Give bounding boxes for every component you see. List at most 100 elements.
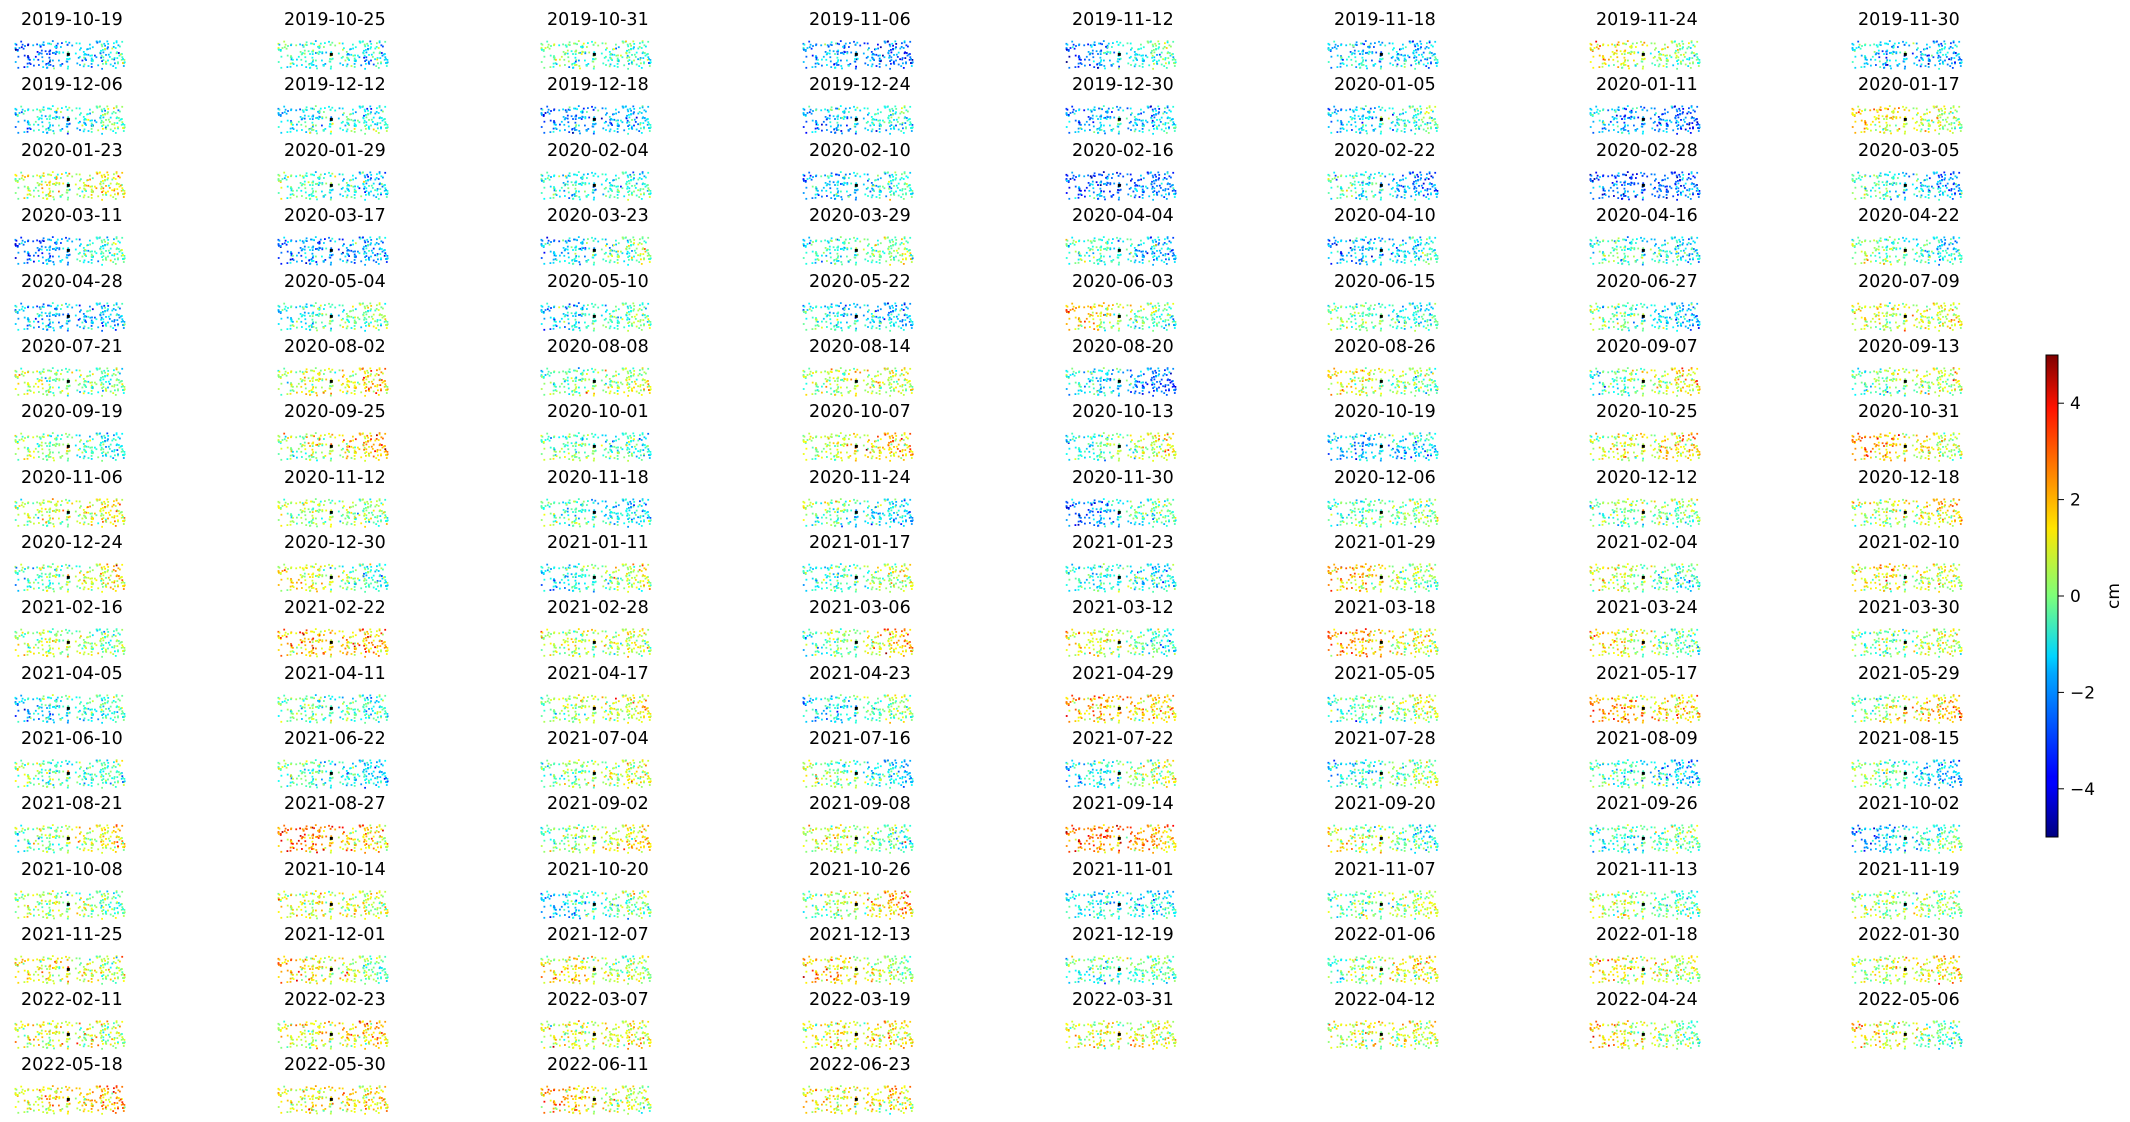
data-point [1608,59,1610,61]
data-point [1334,46,1336,48]
data-point [1363,64,1365,66]
data-point [28,122,30,124]
data-point [1162,58,1164,60]
data-point [620,120,622,122]
data-point [23,113,25,115]
data-point [1151,50,1153,52]
panel-2019-12-12: 2019-12-12 [278,75,389,135]
data-point [1133,125,1135,127]
data-point [895,108,897,110]
data-point [559,130,561,132]
data-point [889,44,891,46]
data-point [1370,108,1372,110]
data-point [896,54,898,56]
data-point [324,42,326,44]
data-point [83,65,85,67]
data-point [1892,51,1894,53]
data-point [92,46,94,48]
data-point [1143,60,1145,62]
data-point [1590,49,1592,51]
data-point [871,116,873,118]
data-point [569,106,571,108]
data-point [1131,47,1133,49]
data-point [287,55,289,57]
data-point [1426,124,1428,126]
data-point [1374,42,1376,44]
data-point [1858,46,1860,48]
data-point [1404,63,1406,65]
data-point [543,49,545,51]
data-point [1359,132,1361,134]
data-point [92,60,94,62]
data-point [1130,108,1132,110]
data-point [1684,121,1686,123]
data-point [76,42,78,44]
data-point [1337,45,1339,47]
data-point [305,61,307,63]
data-point [1398,124,1400,126]
data-point [1413,53,1415,55]
data-point [627,68,629,70]
data-point [1370,43,1372,45]
data-point [642,52,644,54]
data-point [1148,64,1150,66]
data-point [304,121,306,123]
data-point [79,108,81,110]
data-point [1389,63,1391,65]
data-point [1354,50,1356,52]
data-point [296,124,298,126]
data-point [1398,59,1400,61]
data-point [871,51,873,53]
data-point [610,64,612,66]
data-point [290,131,292,133]
data-point [553,109,555,111]
data-point [1418,54,1420,56]
data-point [562,109,564,111]
data-point [1163,130,1165,132]
data-point [648,123,650,125]
data-point [1389,128,1391,130]
data-point [1371,52,1373,54]
data-point [27,66,29,68]
data-point [1104,117,1106,119]
data-point [76,107,78,109]
data-point [806,56,808,58]
data-point [1898,42,1900,44]
data-point [880,60,882,62]
data-point [622,56,624,58]
data-point [1418,63,1420,65]
data-point [579,68,581,70]
data-point [83,130,85,132]
data-point [1416,108,1418,110]
data-point [866,122,868,124]
data-point [1426,46,1428,48]
data-point [871,65,873,67]
data-point [352,113,354,115]
data-point [837,115,839,117]
data-point [1157,41,1159,43]
data-point [22,109,24,111]
data-point [1402,113,1404,115]
data-point [91,120,93,122]
data-point [1685,64,1687,66]
data-point [310,108,312,110]
data-point [1375,117,1377,119]
data-point [872,64,874,66]
data-point [628,56,630,58]
data-point [906,52,908,54]
data-point [1424,58,1426,60]
data-point [315,130,317,132]
data-point [37,124,39,126]
data-point [1365,40,1367,42]
data-point [343,112,345,114]
data-point [1413,50,1415,52]
data-point [366,117,368,119]
data-point [1127,63,1129,65]
data-point [617,131,619,133]
data-point [1906,58,1908,60]
data-point [834,118,836,120]
data-point [292,59,294,61]
data-point [101,109,103,111]
data-point [1431,117,1433,119]
data-point [113,107,115,109]
